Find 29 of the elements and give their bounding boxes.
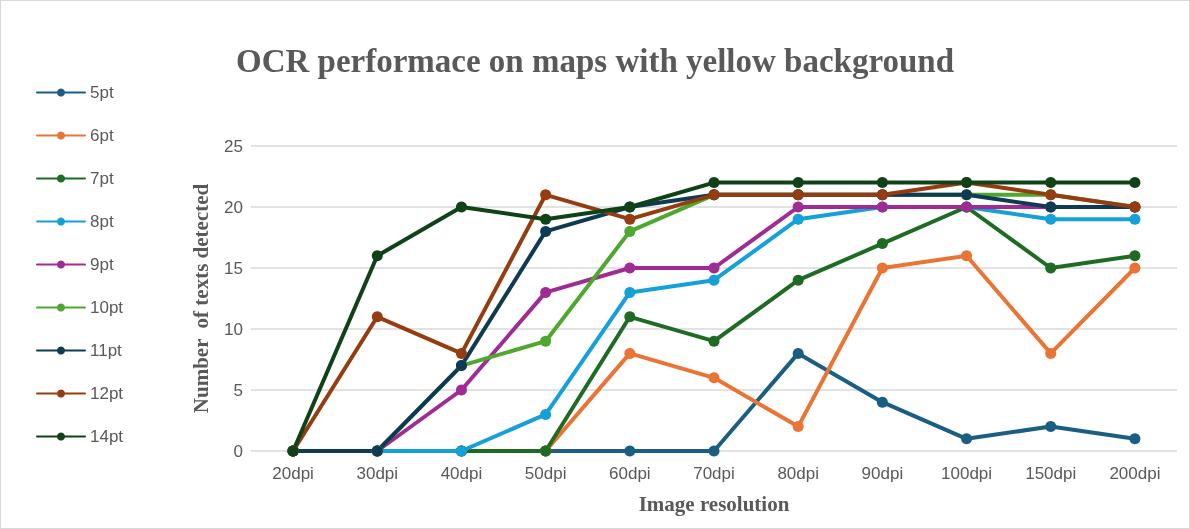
- x-tick-label: 20dpi: [272, 464, 314, 483]
- x-tick-label: 200dpi: [1109, 464, 1161, 483]
- legend-label: 10pt: [90, 298, 124, 317]
- x-tick-label: 70dpi: [693, 464, 735, 483]
- x-tick-label: 90dpi: [861, 464, 904, 483]
- x-tick-label: 60dpi: [609, 464, 651, 483]
- x-tick-label: 30dpi: [356, 464, 399, 483]
- y-tick-label: 0: [233, 441, 243, 461]
- x-tick-label: 80dpi: [777, 464, 819, 483]
- legend-label: 14pt: [90, 427, 124, 446]
- x-tick-label: 40dpi: [440, 464, 483, 483]
- x-tick-label: 150dpi: [1025, 464, 1077, 483]
- legend-label: 5pt: [90, 83, 114, 102]
- legend-label: 8pt: [90, 212, 114, 231]
- chart-title: OCR performace on maps with yellow background: [235, 42, 955, 79]
- legend-label: 6pt: [90, 126, 114, 145]
- y-tick-label: 25: [224, 136, 243, 156]
- y-axis-title: Number of texts detected: [188, 183, 213, 414]
- y-tick-label: 10: [224, 319, 243, 339]
- legend-label: 12pt: [90, 384, 124, 403]
- legend-label: 9pt: [90, 255, 114, 274]
- x-axis-title: Image resolution: [638, 491, 790, 516]
- y-tick-label: 15: [224, 258, 243, 278]
- y-tick-label: 20: [224, 197, 243, 217]
- x-tick-label: 50dpi: [524, 464, 567, 483]
- x-tick-label: 100dpi: [941, 464, 993, 483]
- legend-label: 11pt: [90, 341, 123, 360]
- legend-label: 7pt: [90, 169, 114, 188]
- y-tick-label: 5: [233, 380, 243, 400]
